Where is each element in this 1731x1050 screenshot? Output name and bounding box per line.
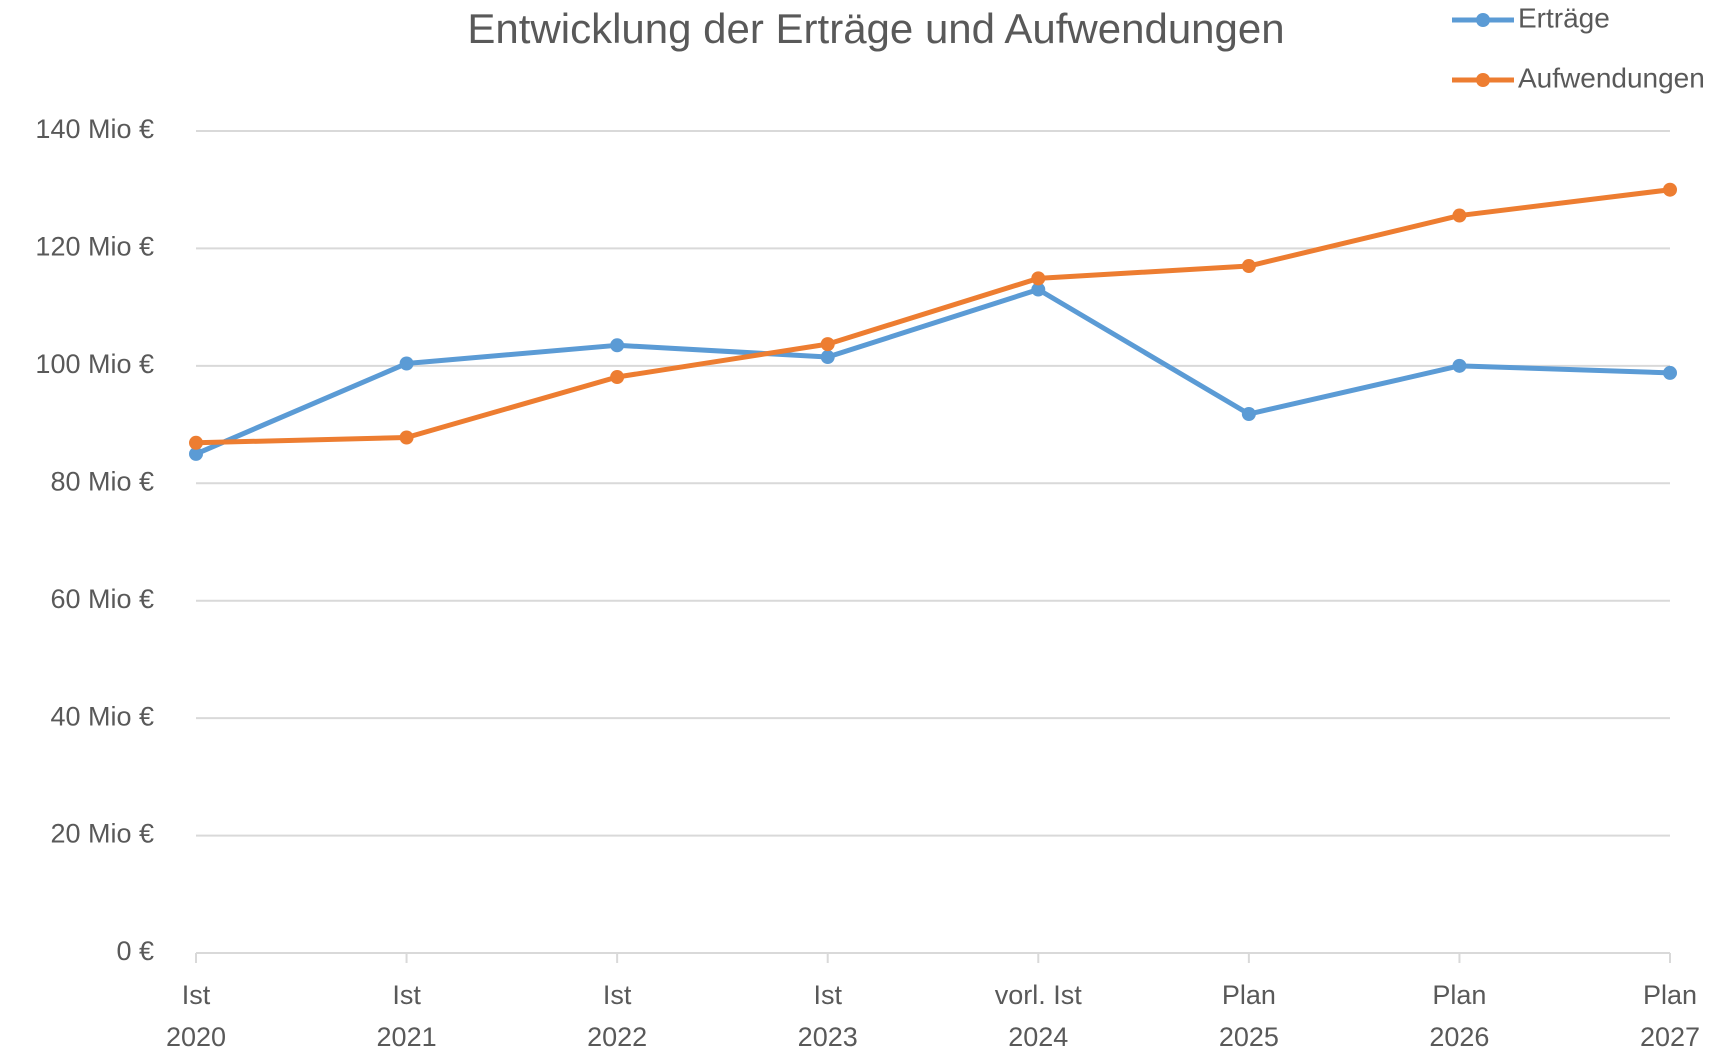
legend-label: Aufwendungen: [1518, 62, 1705, 93]
data-point: [399, 430, 414, 445]
x-tick-label: Ist 2020: [166, 980, 226, 1050]
x-tick-line: Plan: [1432, 980, 1486, 1010]
x-tick-label: Ist 2023: [798, 980, 858, 1050]
x-tick-label: Plan 2026: [1429, 980, 1489, 1050]
chart-title: Entwicklung der Erträge und Aufwendungen: [467, 5, 1284, 52]
data-point: [1031, 282, 1046, 297]
data-point: [189, 446, 203, 461]
x-tick-line: Ist: [603, 980, 632, 1010]
x-tick-line: Ist: [182, 980, 211, 1010]
data-point: [1452, 358, 1467, 373]
data-point: [610, 338, 625, 353]
data-point: [1663, 182, 1677, 197]
data-point: [1663, 365, 1677, 380]
legend-label: Erträge: [1518, 2, 1610, 33]
x-tick-line: 2025: [1219, 1022, 1279, 1050]
x-tick-line: 2021: [377, 1022, 437, 1050]
y-tick-label: 40 Mio €: [50, 701, 154, 731]
data-point: [610, 370, 625, 385]
x-tick-line: 2024: [1008, 1022, 1068, 1050]
x-tick-line: Plan: [1643, 980, 1697, 1010]
data-point: [189, 435, 203, 450]
data-point: [1241, 407, 1256, 422]
data-point: [1031, 271, 1046, 286]
x-tick-label: Plan 2027: [1640, 980, 1700, 1050]
y-tick-label: 100 Mio €: [35, 349, 154, 379]
data-point: [399, 356, 414, 371]
x-tick-line: 2020: [166, 1022, 226, 1050]
legend-marker: [1476, 13, 1490, 27]
x-tick-line: 2022: [587, 1022, 647, 1050]
x-tick-line: 2023: [798, 1022, 858, 1050]
data-point: [1241, 259, 1256, 274]
y-tick-label: 140 Mio €: [35, 114, 154, 144]
y-tick-label: 0 €: [116, 936, 154, 966]
y-tick-label: 80 Mio €: [50, 466, 154, 496]
series-line: [195, 187, 1671, 446]
x-tick-line: 2027: [1640, 1022, 1700, 1050]
legend-marker: [1476, 73, 1490, 87]
y-tick-label: 120 Mio €: [35, 232, 154, 262]
series-line: [195, 287, 1671, 457]
x-tick-line: Plan: [1222, 980, 1276, 1010]
x-tick-line: Ist: [813, 980, 842, 1010]
x-tick-line: Ist: [392, 980, 421, 1010]
data-point: [820, 350, 835, 365]
x-tick-label: vorl. Ist 2024: [995, 980, 1083, 1050]
y-tick-label: 20 Mio €: [50, 819, 154, 849]
x-tick-label: Plan 2025: [1219, 980, 1279, 1050]
data-point: [820, 337, 835, 352]
x-tick-line: vorl. Ist: [995, 980, 1083, 1010]
data-point: [1452, 208, 1467, 223]
y-tick-label: 60 Mio €: [50, 584, 154, 614]
x-tick-label: Ist 2022: [587, 980, 647, 1050]
x-tick-line: 2026: [1429, 1022, 1489, 1050]
x-tick-label: Ist 2021: [377, 980, 437, 1050]
